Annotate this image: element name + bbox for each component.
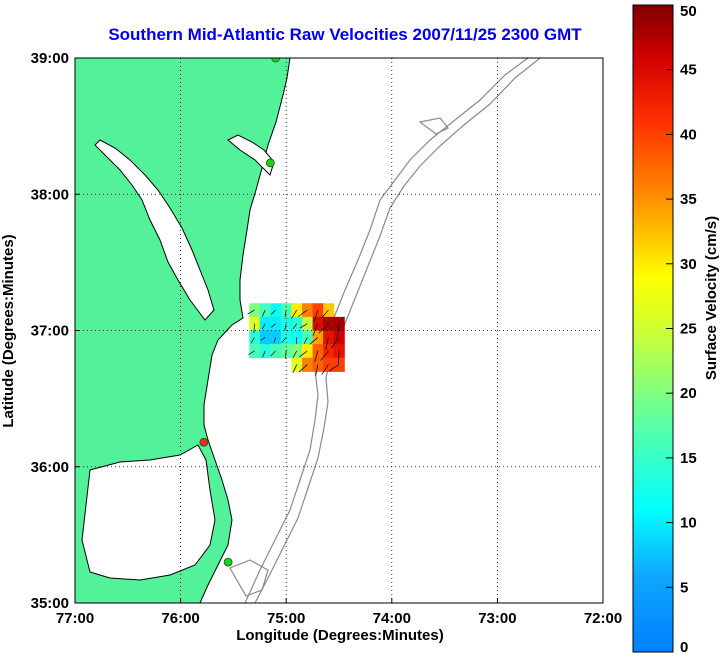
velocity-cell [302,357,314,372]
velocity-vector [298,364,308,373]
y-axis-label: Latitude (Degrees:Minutes) [0,234,17,427]
y-tick-label: 36:00 [31,459,69,476]
velocity-vector [315,364,319,377]
velocity-vector [292,323,298,330]
velocity-vector [328,364,340,372]
velocity-vector [253,323,255,333]
station-marker [199,437,209,447]
velocity-cell [270,344,282,359]
velocity-vector [292,364,298,374]
colorbar-label: Surface Velocity (cm/s) [703,216,720,380]
velocity-vector [270,350,276,357]
velocity-cell [270,303,282,318]
velocity-vector [261,309,266,317]
velocity-cell [249,344,261,359]
station-marker [223,557,233,567]
station-marker [271,58,281,63]
velocity-vector [270,323,276,328]
velocity-cell [280,330,292,345]
velocity-cell [259,330,271,345]
colorbar-ticks: 0 5 10 15 20 25 30 35 40 45 50 [666,3,697,656]
y-tick-label: 35:00 [31,595,69,612]
colorbar-tick-label: 40 [680,126,697,143]
colorbar-tick-label: 20 [680,385,697,402]
colorbar-tick-label: 5 [680,579,688,596]
velocity-vector [284,350,287,359]
velocity-vector [248,350,255,356]
velocity-vector [284,323,287,331]
velocity-vector [314,350,319,363]
velocity-cell [270,316,282,331]
colorbar-tick-label: 0 [680,639,688,656]
velocity-cell [302,344,314,359]
velocity-cell [323,303,335,318]
y-tick-label: 38:00 [31,186,69,203]
y-tick-label: 39:00 [31,50,69,67]
x-tick-label: 77:00 [56,610,94,627]
velocity-vector [321,309,329,319]
velocity-vector [262,323,266,330]
delaware-bay [227,134,275,176]
colorbar-tick-label: 30 [680,256,697,273]
colorbar-tick-label: 50 [680,3,697,20]
colorbar-tick-label: 10 [680,515,697,532]
grid-lines [75,58,603,603]
velocity-vector [299,350,308,358]
colorbar-tick-label: 25 [680,321,697,338]
velocity-vector [250,337,255,344]
velocity-vector [331,337,340,349]
station-marker [265,158,275,168]
velocity-vector [309,337,319,345]
bathymetry-contours [229,58,541,603]
colorbar-tick-label: 35 [680,191,697,208]
velocity-vector [291,309,298,319]
velocity-vector [297,309,308,317]
colorbar-tick-label: 15 [680,450,697,467]
velocity-vector [336,323,340,338]
velocity-vector [313,309,319,322]
velocity-vectors [247,309,340,377]
velocity-vector [284,310,287,318]
velocity-vector [299,323,308,329]
velocity-cell [333,357,345,372]
velocity-vector [312,323,319,336]
velocity-vector [321,364,329,375]
velocity-cell [302,303,314,318]
x-tick-label: 74:00 [373,610,411,627]
chart-title: Southern Mid-Atlantic Raw Velocities 200… [108,25,582,44]
x-tick-label: 76:00 [161,610,199,627]
velocity-vector [325,337,329,350]
colorbar-tick-label: 45 [680,62,697,79]
velocity-cell [312,330,324,345]
velocity-vector [270,309,276,315]
x-axis-label: Longitude (Degrees:Minutes) [236,627,444,644]
velocity-vector [320,350,329,361]
velocity-vector [247,309,255,315]
velocity-cell [302,316,314,331]
velocity-vector [303,337,308,344]
velocity-cell [323,344,335,359]
y-axis: 35:00 36:00 37:00 38:00 39:00 [31,50,80,612]
x-tick-label: 72:00 [584,610,622,627]
velocity-vector [292,350,298,359]
velocity-cell [249,303,261,318]
velocity-vector [262,350,266,358]
x-tick-label: 75:00 [267,610,305,627]
stations [199,58,281,567]
x-axis: 77:00 76:00 75:00 74:00 73:00 72:00 [56,598,622,627]
pamlico-sound [81,444,216,581]
y-tick-label: 37:00 [31,323,69,340]
velocity-vector [273,337,276,343]
velocity-vector [260,337,266,341]
velocity-vector [318,323,329,334]
velocity-vector [281,337,287,343]
velocity-cell [323,316,335,331]
chesapeake-bay [94,139,215,321]
x-tick-label: 73:00 [478,610,516,627]
